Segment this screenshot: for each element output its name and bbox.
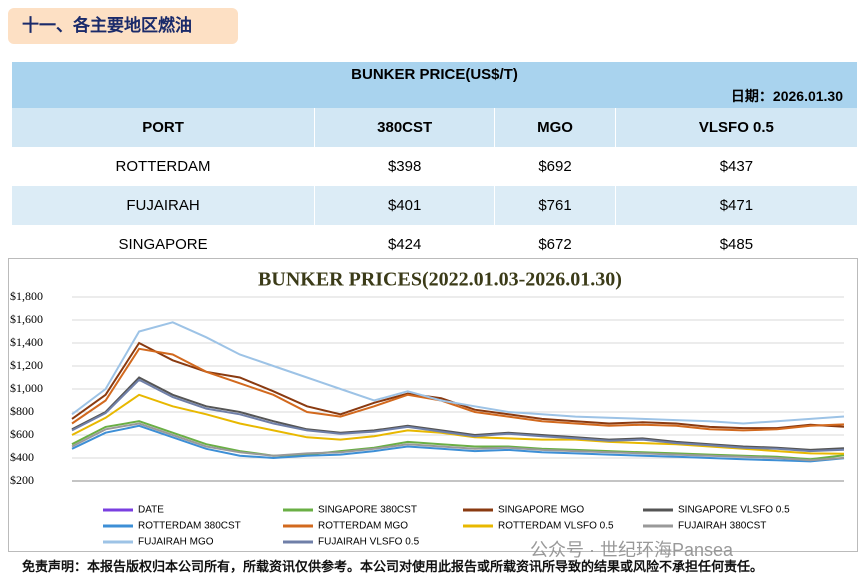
legend-label: FUJAIRAH VLSFO 0.5 [318,537,420,548]
chart-frame [8,258,858,552]
legend-label: FUJAIRAH 380CST [678,521,766,532]
table-cell: $398 [314,147,496,186]
series-line [71,422,845,462]
table-cell: SINGAPORE [12,225,316,264]
section-tag: 十一、各主要地区燃油 [8,8,238,44]
table-cell: $485 [615,225,859,264]
table-cell: $761 [494,186,616,225]
header-cell: VLSFO 0.5 [615,108,859,147]
series-line [71,424,845,463]
table-cell: $672 [494,225,616,264]
price-table: BUNKER PRICE(US$/T) 日期：2026.01.30 PORT 380… [12,62,859,264]
legend-label: ROTTERDAM 380CST [138,521,241,532]
header-cell: 380CST [314,108,496,147]
legend-label: DATE [138,505,164,516]
series-line [71,420,845,461]
y-tick-label: $800 [10,404,34,418]
table-title-cell: BUNKER PRICE(US$/T) 日期：2026.01.30 [12,62,858,108]
table-title: BUNKER PRICE(US$/T) [351,66,518,83]
legend-label: SINGAPORE 380CST [318,505,417,516]
y-tick-label: $600 [10,427,34,441]
table-cell: FUJAIRAH [12,186,316,225]
legend-label: SINGAPORE MGO [498,505,584,516]
watermark: 公众号 · 世纪环海Pansea [530,540,734,560]
table-cell: ROTTERDAM [12,147,316,186]
series-line [71,347,845,432]
series-line [71,393,845,455]
table-date: 日期：2026.01.30 [730,88,843,104]
table-row: FUJAIRAH $401 $761 $471 [12,186,859,225]
legend-label: FUJAIRAH MGO [138,537,214,548]
legend-label: SINGAPORE VLSFO 0.5 [678,505,790,516]
table-row: ROTTERDAM $398 $692 $437 [12,147,859,186]
y-tick-label: $1,000 [10,381,43,395]
series-line [71,378,845,453]
table-cell: $437 [615,147,859,186]
legend-label: ROTTERDAM MGO [318,521,408,532]
series-line [71,321,845,425]
chart: BUNKER PRICES(2022.01.03-2026.01.30) $20… [8,258,858,552]
table-cell: $401 [314,186,496,225]
y-tick-label: $1,400 [10,335,43,349]
series-line [71,376,845,451]
table-cell: $692 [494,147,616,186]
y-tick-label: $1,200 [10,358,43,372]
legend-label: ROTTERDAM VLSFO 0.5 [498,521,614,532]
table-row: SINGAPORE $424 $672 $485 [12,225,859,264]
y-tick-label: $1,600 [10,312,43,326]
chart-title: BUNKER PRICES(2022.01.03-2026.01.30) [258,269,622,291]
disclaimer: 免责声明：本报告版权归本公司所有，所载资讯仅供参考。本公司对使用此报告或所载资讯… [22,559,764,574]
table-cell: $424 [314,225,496,264]
header-cell: PORT [12,108,316,147]
header-row: PORT 380CST MGO VLSFO 0.5 [12,108,859,147]
table-cell: $471 [615,186,859,225]
header-cell: MGO [494,108,616,147]
y-tick-label: $200 [10,473,34,487]
y-tick-label: $1,800 [10,289,43,303]
y-tick-label: $400 [10,450,34,464]
